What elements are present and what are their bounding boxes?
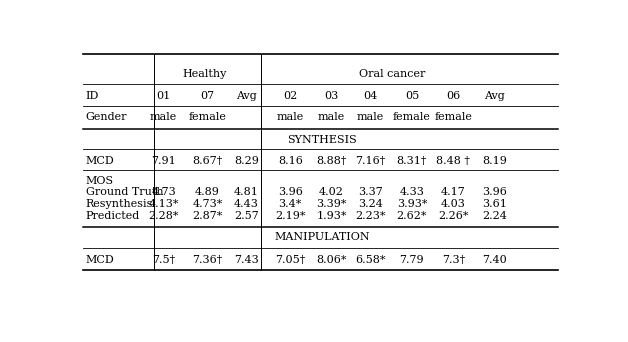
Text: 02: 02 xyxy=(283,91,297,101)
Text: 4.43: 4.43 xyxy=(234,199,259,209)
Text: 03: 03 xyxy=(325,91,338,101)
Text: 4.02: 4.02 xyxy=(319,187,344,197)
Text: ID: ID xyxy=(86,91,99,101)
Text: 8.31†: 8.31† xyxy=(397,156,427,166)
Text: Resynthesis: Resynthesis xyxy=(86,199,153,209)
Text: 7.3†: 7.3† xyxy=(441,254,465,265)
Text: MCD: MCD xyxy=(86,254,114,265)
Text: 8.67†: 8.67† xyxy=(192,156,222,166)
Text: 7.43: 7.43 xyxy=(234,254,259,265)
Text: male: male xyxy=(276,113,304,122)
Text: Ground Truth: Ground Truth xyxy=(86,187,163,197)
Text: 2.28*: 2.28* xyxy=(148,211,179,221)
Text: 05: 05 xyxy=(405,91,419,101)
Text: 2.24: 2.24 xyxy=(482,211,507,221)
Text: Oral cancer: Oral cancer xyxy=(359,69,426,79)
Text: 04: 04 xyxy=(364,91,377,101)
Text: 1.93*: 1.93* xyxy=(317,211,347,221)
Text: MOS: MOS xyxy=(86,175,114,186)
Text: female: female xyxy=(393,113,431,122)
Text: 2.19*: 2.19* xyxy=(275,211,305,221)
Text: female: female xyxy=(188,113,227,122)
Text: Healthy: Healthy xyxy=(183,69,227,79)
Text: 2.26*: 2.26* xyxy=(438,211,468,221)
Text: 4.13*: 4.13* xyxy=(148,199,179,209)
Text: Predicted: Predicted xyxy=(86,211,140,221)
Text: 4.81: 4.81 xyxy=(234,187,259,197)
Text: 3.39*: 3.39* xyxy=(317,199,347,209)
Text: Avg: Avg xyxy=(236,91,257,101)
Text: 4.89: 4.89 xyxy=(195,187,220,197)
Text: 4.73: 4.73 xyxy=(151,187,176,197)
Text: 7.79: 7.79 xyxy=(399,254,424,265)
Text: 06: 06 xyxy=(446,91,460,101)
Text: 7.16†: 7.16† xyxy=(355,156,386,166)
Text: 7.36†: 7.36† xyxy=(192,254,222,265)
Text: 3.61: 3.61 xyxy=(482,199,507,209)
Text: 8.06*: 8.06* xyxy=(317,254,347,265)
Text: 3.24: 3.24 xyxy=(358,199,383,209)
Text: 4.73*: 4.73* xyxy=(192,199,223,209)
Text: 4.03: 4.03 xyxy=(441,199,466,209)
Text: 8.16: 8.16 xyxy=(278,156,303,166)
Text: male: male xyxy=(357,113,384,122)
Text: 8.29: 8.29 xyxy=(234,156,259,166)
Text: 6.58*: 6.58* xyxy=(355,254,386,265)
Text: male: male xyxy=(318,113,345,122)
Text: female: female xyxy=(435,113,472,122)
Text: Avg: Avg xyxy=(484,91,505,101)
Text: 3.4*: 3.4* xyxy=(279,199,302,209)
Text: 8.48 †: 8.48 † xyxy=(436,156,470,166)
Text: 7.5†: 7.5† xyxy=(152,254,175,265)
Text: 8.88†: 8.88† xyxy=(317,156,347,166)
Text: 3.37: 3.37 xyxy=(358,187,383,197)
Text: 7.40: 7.40 xyxy=(482,254,507,265)
Text: 3.93*: 3.93* xyxy=(397,199,427,209)
Text: 7.05†: 7.05† xyxy=(275,254,305,265)
Text: 3.96: 3.96 xyxy=(278,187,303,197)
Text: 4.33: 4.33 xyxy=(399,187,425,197)
Text: MANIPULATION: MANIPULATION xyxy=(274,232,370,242)
Text: 7.91: 7.91 xyxy=(151,156,176,166)
Text: 2.62*: 2.62* xyxy=(397,211,427,221)
Text: 8.19: 8.19 xyxy=(482,156,507,166)
Text: 2.87*: 2.87* xyxy=(192,211,223,221)
Text: 4.17: 4.17 xyxy=(441,187,465,197)
Text: 2.23*: 2.23* xyxy=(355,211,386,221)
Text: MCD: MCD xyxy=(86,156,114,166)
Text: SYNTHESIS: SYNTHESIS xyxy=(287,135,357,145)
Text: 3.96: 3.96 xyxy=(482,187,507,197)
Text: Gender: Gender xyxy=(86,113,127,122)
Text: 01: 01 xyxy=(156,91,171,101)
Text: 07: 07 xyxy=(200,91,215,101)
Text: male: male xyxy=(150,113,177,122)
Text: 2.57: 2.57 xyxy=(234,211,259,221)
